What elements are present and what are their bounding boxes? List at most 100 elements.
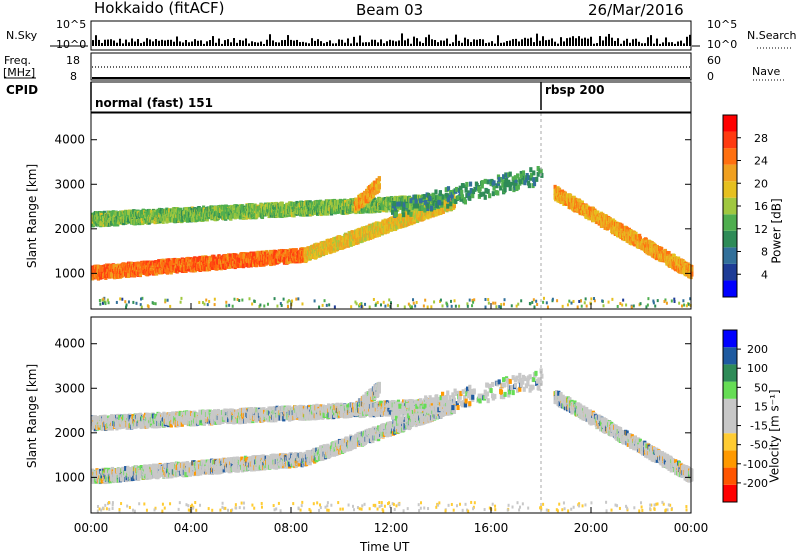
- nsky-bar: [308, 43, 310, 46]
- nsky-bar: [650, 35, 652, 46]
- nsky-bar: [479, 39, 481, 46]
- nsky-bar: [536, 33, 538, 46]
- nsky-bar: [608, 33, 610, 46]
- nsky-bar: [152, 41, 154, 46]
- range-cell: [254, 262, 259, 268]
- nsky-bar: [230, 42, 232, 46]
- nsky-bar: [191, 41, 193, 46]
- freq-label: Freq.: [4, 54, 32, 67]
- nsky-bar: [575, 38, 577, 46]
- range-cell: [150, 218, 154, 224]
- nsky-bar: [428, 34, 430, 46]
- nsky-bar: [548, 39, 550, 46]
- nsky-bar: [584, 37, 586, 46]
- nsky-bar: [260, 41, 262, 46]
- nsky-bar: [635, 38, 637, 46]
- nsky-bar: [377, 42, 379, 46]
- nsky-bar: [440, 40, 442, 46]
- nsky-bar: [539, 40, 541, 46]
- nsky-bar: [287, 35, 289, 46]
- nsky-bar: [203, 43, 205, 46]
- nsky-bar: [332, 43, 334, 46]
- nsearch-tick-bottom: 10^0: [707, 38, 738, 51]
- nsky-bar: [683, 43, 685, 46]
- nsky-bar: [176, 36, 178, 46]
- cpid-mode-normal: normal (fast) 151: [95, 96, 213, 110]
- nsky-bar: [560, 37, 562, 46]
- nsky-bar: [170, 39, 172, 46]
- nsky-bar: [422, 42, 424, 46]
- nsky-bar: [365, 42, 367, 46]
- nsky-bar: [149, 39, 151, 46]
- nsky-bar: [266, 39, 268, 46]
- nsky-bar: [275, 42, 277, 46]
- nsky-bar: [290, 39, 292, 46]
- nsky-bar: [407, 38, 409, 46]
- nsky-bar: [293, 40, 295, 46]
- nsky-bar: [527, 38, 529, 46]
- x-axis-title: Time UT: [360, 540, 410, 554]
- nsky-bar: [269, 34, 271, 46]
- range-cell: [352, 240, 356, 246]
- nsky-bar: [278, 42, 280, 46]
- nsky-bar: [362, 42, 364, 46]
- nsky-bar: [572, 36, 574, 46]
- nsky-bar: [248, 43, 250, 46]
- nsky-bar: [107, 39, 109, 46]
- range-cell: [150, 265, 154, 271]
- nsky-bar: [443, 40, 445, 46]
- range-cell: [327, 239, 331, 245]
- nsky-bar: [338, 39, 340, 46]
- nsky-bar: [110, 39, 112, 46]
- nsky-bar: [251, 41, 253, 46]
- nsky-bar: [464, 37, 466, 46]
- nsky-bar: [125, 39, 127, 46]
- nsky-bar: [359, 35, 361, 46]
- nsky-bar: [629, 42, 631, 46]
- nsky-label: N.Sky: [6, 29, 38, 42]
- nsky-bar: [665, 37, 667, 46]
- nsky-bar: [530, 37, 532, 46]
- freq-unit: [MHz]: [3, 66, 36, 79]
- nsky-bar: [653, 43, 655, 46]
- nsky-bar: [104, 39, 106, 46]
- nsky-bar: [482, 39, 484, 46]
- beam-label: Beam 03: [356, 1, 424, 19]
- nsky-bar: [140, 43, 142, 46]
- nsky-bar: [557, 43, 559, 46]
- nave-tick-top: 60: [707, 54, 721, 67]
- nsky-bar: [641, 43, 643, 46]
- range-cell: [165, 218, 169, 224]
- nsky-bar: [578, 36, 580, 46]
- nsky-bar: [353, 36, 355, 46]
- nsky-bar: [413, 36, 415, 46]
- nsky-bar: [239, 39, 241, 46]
- nsky-bar: [668, 42, 670, 46]
- range-cell: [160, 269, 165, 275]
- nsky-bar: [155, 39, 157, 46]
- nsky-bar: [485, 43, 487, 46]
- nsky-bar: [392, 40, 394, 46]
- range-cell: [242, 262, 246, 268]
- nsky-bar: [218, 38, 220, 46]
- nsky-bar: [335, 43, 337, 46]
- nsky-bar: [116, 42, 118, 46]
- nsky-bar: [611, 37, 613, 46]
- range-cell: [112, 264, 116, 270]
- nsky-bar: [554, 41, 556, 46]
- nsky-bar: [647, 37, 649, 46]
- nsky-bar: [470, 42, 472, 46]
- nsky-bar: [644, 43, 646, 46]
- nsky-bar: [431, 39, 433, 46]
- range-cell: [146, 211, 151, 217]
- nsky-bar: [182, 42, 184, 46]
- nsky-bar: [296, 39, 298, 46]
- nsky-bar: [101, 42, 103, 46]
- nsky-bar: [245, 38, 247, 46]
- range-cell: [227, 211, 231, 217]
- range-cell: [147, 208, 151, 214]
- nsky-bar: [593, 43, 595, 46]
- nsky-bar: [305, 42, 307, 46]
